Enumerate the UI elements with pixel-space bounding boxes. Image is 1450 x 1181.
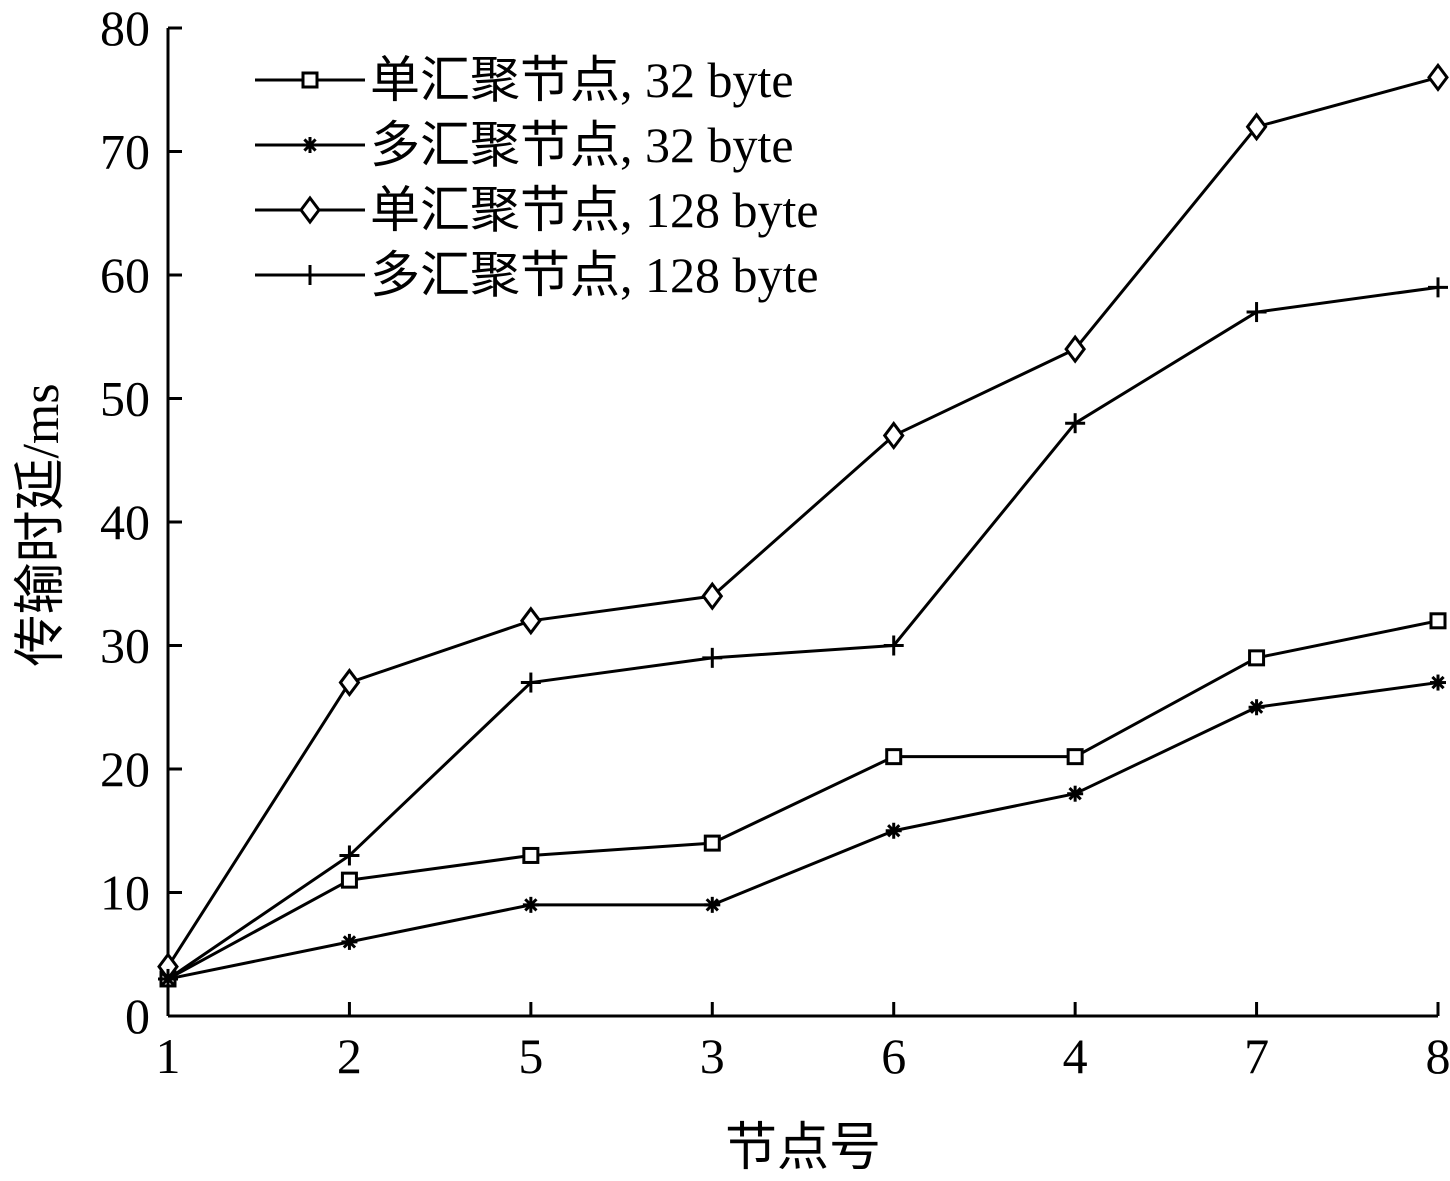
asterisk-marker bbox=[885, 822, 902, 839]
y-axis-title: 传输时延/ms bbox=[13, 383, 70, 666]
legend-item: 多汇聚节点, 32 byte bbox=[255, 117, 794, 173]
plus-marker bbox=[158, 968, 178, 989]
y-tick-label: 10 bbox=[100, 865, 150, 921]
x-tick-label: 4 bbox=[1063, 1028, 1088, 1084]
diamond-marker bbox=[519, 606, 542, 636]
series-line bbox=[167, 619, 1439, 981]
y-tick-label: 40 bbox=[100, 494, 150, 550]
x-tick-label: 3 bbox=[700, 1028, 725, 1084]
x-tick-label: 1 bbox=[156, 1028, 181, 1084]
diamond-marker bbox=[1245, 112, 1268, 142]
square-marker bbox=[703, 834, 721, 852]
square-marker bbox=[340, 871, 358, 889]
axes: 0 10 20 30 40 50 60 70 80 1 2 5 3 6 4 7 8 bbox=[100, 0, 1450, 1084]
y-tick-label: 80 bbox=[100, 0, 150, 56]
y-tick-label: 20 bbox=[100, 741, 150, 797]
plus-marker bbox=[1246, 302, 1267, 323]
series-2 bbox=[160, 674, 1446, 987]
legend-item: 多汇聚节点, 128 byte bbox=[255, 247, 819, 303]
y-tick-label: 50 bbox=[100, 371, 150, 427]
legend-item: 单汇聚节点, 128 byte bbox=[255, 182, 819, 238]
series-4 bbox=[158, 277, 1448, 989]
series-lines bbox=[157, 62, 1449, 989]
square-marker bbox=[522, 846, 540, 864]
diamond-marker bbox=[701, 581, 724, 611]
x-tick-label: 5 bbox=[518, 1028, 543, 1084]
plus-marker bbox=[702, 647, 723, 668]
y-tick-label: 60 bbox=[100, 247, 150, 303]
series-line bbox=[167, 681, 1439, 981]
asterisk-marker bbox=[302, 137, 318, 153]
diamond-marker bbox=[299, 195, 321, 225]
series-line bbox=[166, 75, 1439, 968]
plus-marker bbox=[883, 635, 904, 656]
square-marker bbox=[885, 748, 903, 766]
diamond-marker bbox=[338, 668, 361, 698]
y-tick-label: 0 bbox=[125, 988, 150, 1044]
series-3 bbox=[157, 62, 1449, 982]
plus-marker bbox=[1428, 277, 1448, 298]
legend-item: 单汇聚节点, 32 byte bbox=[255, 52, 794, 108]
series-1 bbox=[159, 612, 1447, 988]
square-marker bbox=[1248, 649, 1266, 667]
diamond-marker bbox=[1427, 62, 1449, 92]
square-marker bbox=[301, 71, 319, 89]
asterisk-marker bbox=[522, 896, 539, 913]
x-tick-label: 6 bbox=[881, 1028, 906, 1084]
diamond-marker bbox=[1064, 334, 1087, 364]
plus-marker bbox=[1065, 413, 1086, 434]
legend-label: 多汇聚节点, 128 byte bbox=[370, 247, 819, 303]
asterisk-marker bbox=[1067, 785, 1084, 802]
square-marker bbox=[1429, 612, 1447, 630]
plus-marker bbox=[339, 845, 360, 866]
diamond-marker bbox=[882, 421, 905, 451]
x-tick-label: 7 bbox=[1244, 1028, 1269, 1084]
legend: 单汇聚节点, 32 byte 多汇聚节点, 32 byte 单汇聚节点, 128 b… bbox=[255, 52, 819, 303]
legend-label: 单汇聚节点, 32 byte bbox=[370, 52, 794, 108]
asterisk-marker bbox=[704, 896, 721, 913]
x-tick-label: 8 bbox=[1426, 1028, 1450, 1084]
y-tick-label: 30 bbox=[100, 618, 150, 674]
legend-label: 单汇聚节点, 128 byte bbox=[370, 182, 819, 238]
asterisk-marker bbox=[1248, 699, 1265, 716]
square-marker bbox=[1066, 748, 1084, 766]
asterisk-marker bbox=[1430, 674, 1446, 691]
x-axis-title: 节点号 bbox=[725, 1120, 881, 1177]
legend-label: 多汇聚节点, 32 byte bbox=[370, 117, 794, 173]
x-tick-label: 2 bbox=[337, 1028, 362, 1084]
plus-marker bbox=[300, 265, 320, 285]
y-tick-label: 70 bbox=[100, 124, 150, 180]
asterisk-marker bbox=[341, 933, 358, 950]
series-line bbox=[167, 285, 1439, 981]
plus-marker bbox=[520, 672, 541, 693]
